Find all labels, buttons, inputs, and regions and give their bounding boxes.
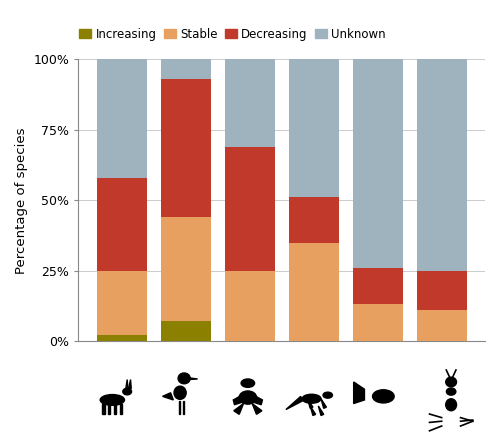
Bar [97,336,147,341]
Bar [225,271,274,341]
Bar [352,305,403,341]
Bar [352,59,403,268]
Bar [289,198,339,242]
Bar [161,79,211,217]
Bar [352,268,403,305]
Bar [97,178,147,271]
Bar [289,242,339,341]
Bar [225,59,274,147]
Y-axis label: Percentage of species: Percentage of species [15,127,28,274]
Bar [161,217,211,321]
Bar [225,147,274,271]
Bar [97,271,147,336]
Bar [289,59,339,198]
Bar [416,271,467,310]
Legend: Increasing, Stable, Decreasing, Unknown: Increasing, Stable, Decreasing, Unknown [74,23,391,45]
Bar [97,59,147,178]
Bar [416,59,467,271]
Bar [416,310,467,341]
Bar [161,321,211,341]
Bar [161,59,211,79]
